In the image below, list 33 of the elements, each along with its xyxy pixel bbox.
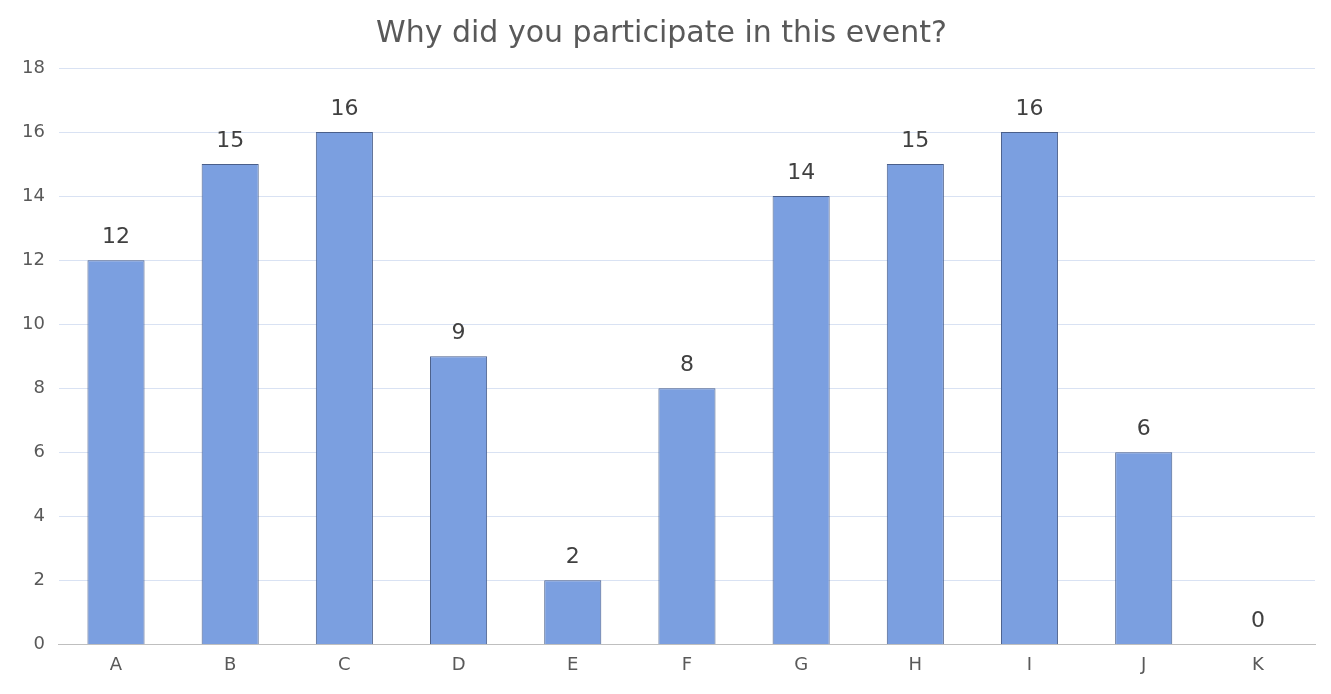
x-tick-label: F (681, 652, 693, 674)
x-tick-label: G (794, 652, 809, 674)
data-label: 9 (451, 318, 466, 344)
y-tick-label: 6 (33, 439, 45, 461)
x-tick-label: B (224, 652, 237, 674)
x-tick-label: J (1140, 652, 1147, 674)
data-label: 16 (330, 94, 359, 120)
y-tick-label: 16 (22, 119, 45, 141)
data-label: 0 (1250, 607, 1265, 633)
y-tick-label: 8 (33, 375, 45, 397)
x-tick-label: A (109, 652, 123, 674)
chart-title: Why did you participate in this event? (376, 13, 947, 49)
x-tick-label: H (908, 652, 923, 674)
x-tick-label: E (567, 652, 579, 674)
data-label: 12 (102, 222, 130, 248)
data-label: 8 (679, 350, 694, 376)
y-tick-label: 18 (22, 55, 45, 77)
data-label: 6 (1136, 414, 1151, 440)
x-tick-label: K (1252, 652, 1265, 674)
data-label: 16 (1015, 94, 1044, 120)
y-tick-label: 10 (22, 311, 45, 333)
x-tick-label: C (338, 652, 351, 674)
y-tick-label: 14 (22, 183, 45, 205)
data-label: 2 (565, 543, 580, 569)
y-tick-label: 2 (33, 568, 45, 590)
y-tick-label: 0 (33, 632, 45, 654)
y-tick-label: 4 (33, 503, 45, 525)
y-tick-label: 12 (22, 247, 45, 269)
data-label: 15 (216, 126, 245, 152)
data-label: 14 (787, 158, 816, 184)
x-tick-label: D (451, 652, 466, 674)
x-tick-label: I (1026, 652, 1033, 674)
data-label: 15 (901, 126, 930, 152)
